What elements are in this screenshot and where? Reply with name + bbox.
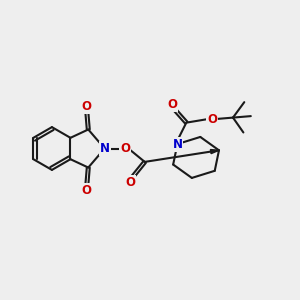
- Text: O: O: [125, 176, 135, 189]
- Text: O: O: [82, 100, 92, 113]
- Text: O: O: [120, 142, 130, 155]
- Text: N: N: [100, 142, 110, 155]
- Text: O: O: [167, 98, 177, 111]
- Text: O: O: [82, 184, 92, 197]
- Text: N: N: [172, 138, 182, 151]
- Polygon shape: [210, 149, 219, 154]
- Text: O: O: [207, 112, 217, 126]
